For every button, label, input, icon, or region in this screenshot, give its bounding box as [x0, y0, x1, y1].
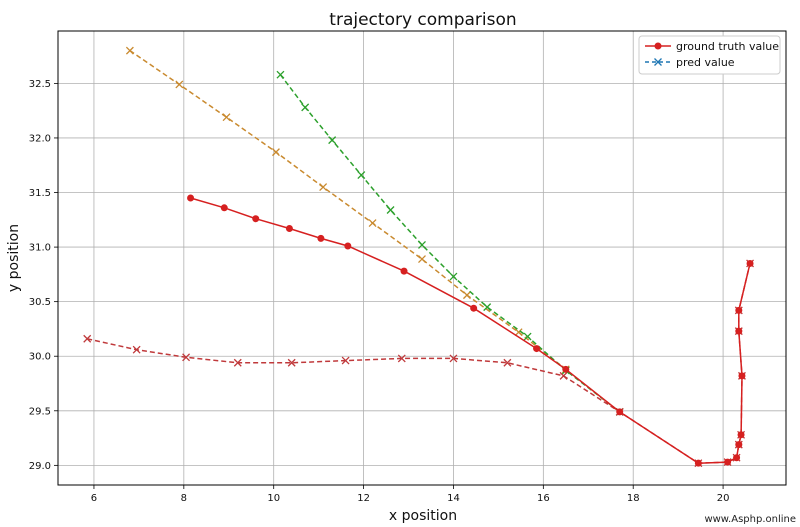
y-tick-label: 32.5: [29, 79, 51, 90]
series-0: [187, 194, 754, 467]
series-2: [276, 70, 624, 416]
data-point: [694, 459, 702, 467]
data-point: [483, 303, 492, 312]
series-line: [279, 74, 621, 413]
data-point: [276, 70, 285, 79]
data-point: [344, 242, 352, 250]
data-point: [397, 354, 406, 363]
x-tick-label: 8: [181, 493, 187, 504]
data-point: [285, 225, 293, 233]
y-tick-label: 31.0: [29, 243, 51, 254]
x-tick-label: 6: [91, 493, 97, 504]
series-line: [129, 49, 567, 370]
watermark-text: www.Asphp.online: [704, 514, 796, 525]
x-tick-label: 12: [357, 493, 370, 504]
data-point: [514, 328, 523, 337]
x-tick-label: 18: [627, 493, 640, 504]
data-point: [559, 371, 568, 380]
data-point: [746, 259, 754, 267]
data-point: [735, 306, 743, 314]
data-point: [301, 103, 310, 112]
series-line: [87, 263, 751, 464]
data-point: [449, 272, 458, 281]
y-tick-label: 30.0: [29, 352, 51, 363]
data-point: [400, 267, 408, 275]
data-point: [252, 215, 260, 223]
x-tick-label: 16: [537, 493, 550, 504]
series-line: [190, 197, 751, 464]
legend-marker-pred: [654, 58, 662, 66]
series-1: [125, 46, 570, 374]
data-point: [386, 206, 395, 214]
data-point: [222, 113, 231, 122]
legend-marker-ground-truth: [654, 42, 662, 50]
axis-ticks: 6 8 10 12 14 16 18 20 29.0 29.5 30.0 30.5 31.0 31.5 32…: [29, 79, 730, 504]
data-point: [523, 332, 532, 341]
data-point: [83, 334, 92, 343]
data-point: [317, 234, 325, 242]
grid: [58, 31, 786, 485]
y-axis-label: y position: [6, 224, 22, 292]
data-point: [503, 358, 512, 367]
data-point: [733, 454, 741, 462]
data-point: [233, 358, 242, 367]
legend-label-pred: pred value: [676, 56, 735, 69]
data-point: [357, 171, 366, 180]
data-point: [470, 304, 478, 312]
y-tick-label: 29.0: [29, 461, 51, 472]
data-point: [533, 345, 541, 353]
y-tick-label: 29.5: [29, 406, 51, 417]
legend-box: [638, 35, 781, 75]
data-point: [287, 358, 296, 367]
data-point: [341, 356, 350, 365]
y-tick-label: 32.0: [29, 133, 51, 144]
data-point: [724, 458, 732, 466]
data-point: [462, 291, 471, 300]
data-point: [132, 345, 141, 354]
x-axis-label: x position: [389, 508, 457, 524]
data-point: [271, 148, 280, 157]
legend: ground truth value pred value: [638, 35, 781, 75]
data-point: [562, 365, 570, 373]
y-tick-label: 31.5: [29, 188, 51, 199]
x-tick-label: 20: [717, 493, 730, 504]
chart-title: trajectory comparison: [329, 10, 516, 30]
data-point: [125, 46, 134, 55]
data-point: [735, 441, 743, 449]
data-point: [616, 408, 624, 416]
data-point: [737, 431, 745, 439]
y-tick-label: 30.5: [29, 297, 51, 308]
x-tick-label: 10: [267, 493, 280, 504]
data-point: [182, 353, 191, 362]
x-tick-label: 14: [447, 493, 460, 504]
plot-area-frame: [57, 30, 787, 486]
data-point: [187, 194, 195, 202]
data-point: [175, 80, 184, 89]
data-point: [319, 183, 328, 192]
data-point: [328, 136, 337, 145]
series-layer: [83, 46, 755, 468]
data-point: [738, 372, 746, 380]
data-point: [449, 354, 458, 363]
data-point: [368, 219, 377, 228]
data-point: [220, 204, 228, 212]
legend-label-ground-truth: ground truth value: [676, 40, 779, 53]
data-point: [418, 255, 426, 264]
data-point: [735, 327, 743, 335]
data-point: [418, 240, 426, 249]
